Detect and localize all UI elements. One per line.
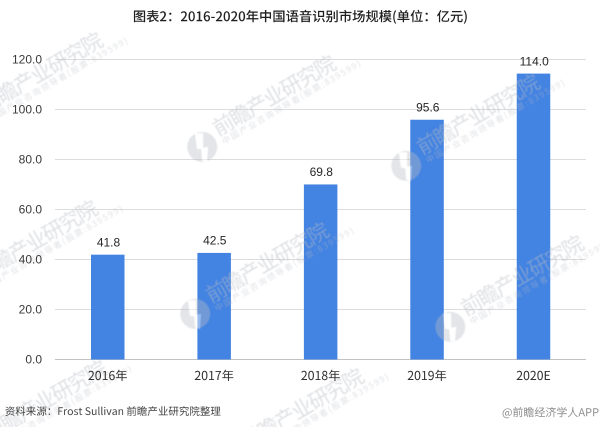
svg-text:60.0: 60.0 <box>19 203 43 217</box>
svg-text:80.0: 80.0 <box>19 153 43 167</box>
svg-text:20.0: 20.0 <box>19 303 43 317</box>
svg-text:120.0: 120.0 <box>12 53 42 67</box>
svg-text:114.0: 114.0 <box>520 54 549 68</box>
svg-text:95.6: 95.6 <box>416 100 440 114</box>
svg-text:42.5: 42.5 <box>203 234 227 248</box>
svg-text:100.0: 100.0 <box>12 103 42 117</box>
svg-text:0.0: 0.0 <box>25 353 42 367</box>
svg-text:41.8: 41.8 <box>97 235 121 249</box>
svg-text:69.8: 69.8 <box>310 165 334 179</box>
svg-text:40.0: 40.0 <box>19 253 43 267</box>
